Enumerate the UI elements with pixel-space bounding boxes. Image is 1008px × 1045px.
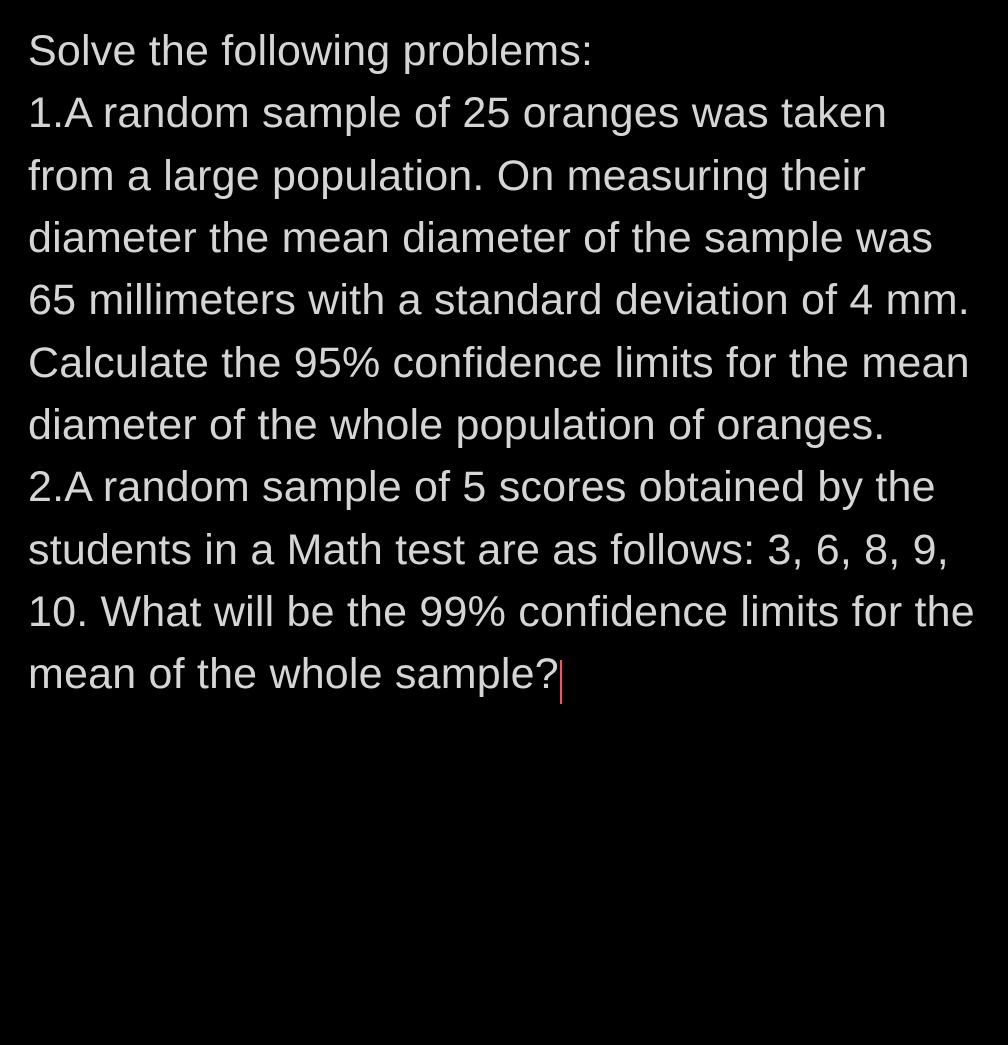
text-cursor-icon <box>560 660 562 704</box>
document-body: Solve the following problems: 1.A random… <box>28 20 980 706</box>
heading-text: Solve the following problems: <box>28 27 593 75</box>
problem-2-text: 2.A random sample of 5 scores obtained b… <box>28 463 975 698</box>
problem-1-text: 1.A random sample of 25 oranges was take… <box>28 89 970 449</box>
